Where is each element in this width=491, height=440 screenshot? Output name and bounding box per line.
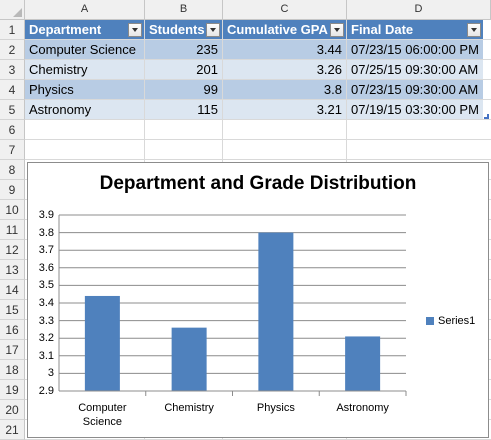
filter-dropdown-icon[interactable] xyxy=(330,23,344,37)
table-cell[interactable]: Astronomy xyxy=(25,100,144,119)
x-tick-label-line: Science xyxy=(82,416,122,428)
table-cell[interactable]: Chemistry xyxy=(25,60,144,79)
gridline xyxy=(25,119,491,120)
filter-dropdown-icon[interactable] xyxy=(467,23,481,37)
row-header-3[interactable]: 3 xyxy=(0,60,25,80)
table-cell[interactable]: Computer Science xyxy=(25,40,144,59)
bar-chemistry[interactable] xyxy=(171,327,207,391)
gridline xyxy=(25,39,491,40)
table-cell[interactable]: 115 xyxy=(145,100,222,119)
table-cell[interactable]: 3.26 xyxy=(223,60,346,79)
x-tick-label: Physics xyxy=(236,401,316,415)
row-header-10[interactable]: 10 xyxy=(0,200,25,220)
table-cell[interactable]: 201 xyxy=(145,60,222,79)
row-header-12[interactable]: 12 xyxy=(0,240,25,260)
row-header-18[interactable]: 18 xyxy=(0,360,25,380)
y-tick-label: 3.1 xyxy=(38,349,54,362)
gridline xyxy=(25,159,491,160)
column-header-c[interactable]: C xyxy=(223,0,347,20)
table-cell[interactable]: 99 xyxy=(145,80,222,99)
table-resize-handle[interactable] xyxy=(484,114,489,119)
x-tick-label: Astronomy xyxy=(323,401,403,415)
table-cell[interactable]: 07/25/15 09:30:00 AM xyxy=(347,60,483,79)
x-tick-label-line: Astronomy xyxy=(336,402,389,414)
table-cell[interactable]: 3.21 xyxy=(223,100,346,119)
y-tick-label: 3.9 xyxy=(38,209,54,221)
x-tick-label-line: Computer xyxy=(78,402,127,414)
y-tick-label: 3.3 xyxy=(38,314,54,327)
y-tick-label: 3.5 xyxy=(38,279,54,292)
row-header-19[interactable]: 19 xyxy=(0,380,25,400)
y-tick-label: 3.8 xyxy=(38,226,54,239)
row-header-8[interactable]: 8 xyxy=(0,160,25,180)
table-cell[interactable]: 07/23/15 06:00:00 PM xyxy=(347,40,483,59)
y-tick-label: 2.9 xyxy=(38,385,54,397)
chart-title: Department and Grade Distribution xyxy=(99,173,417,194)
row-header-11[interactable]: 11 xyxy=(0,220,25,240)
legend-swatch xyxy=(426,317,434,325)
x-tick-label-line: Physics xyxy=(256,402,295,414)
row-header-6[interactable]: 6 xyxy=(0,120,25,140)
y-tick-label: 3.6 xyxy=(38,261,54,274)
row-header-17[interactable]: 17 xyxy=(0,340,25,360)
chart-plot xyxy=(58,214,407,396)
column-header-d[interactable]: D xyxy=(347,0,491,20)
filter-dropdown-icon[interactable] xyxy=(206,23,220,37)
table-cell[interactable]: 07/23/15 09:30:00 AM xyxy=(347,80,483,99)
table-header-cell[interactable]: Students xyxy=(145,20,222,39)
gridline xyxy=(25,99,491,100)
table-cell[interactable]: 07/19/15 03:30:00 PM xyxy=(347,100,483,119)
table-cell[interactable]: 3.44 xyxy=(223,40,346,59)
row-header-15[interactable]: 15 xyxy=(0,300,25,320)
filter-dropdown-icon[interactable] xyxy=(128,23,142,37)
table-header-cell[interactable]: Department xyxy=(25,20,144,39)
y-tick-label: 3 xyxy=(47,367,54,380)
row-header-5[interactable]: 5 xyxy=(0,100,25,120)
table-cell[interactable]: 235 xyxy=(145,40,222,59)
row-header-4[interactable]: 4 xyxy=(0,80,25,100)
chart-legend: Series1 xyxy=(426,315,475,327)
select-all-corner[interactable] xyxy=(0,0,25,20)
gridline xyxy=(25,139,491,140)
gridline xyxy=(25,79,491,80)
bar-computer-science[interactable] xyxy=(84,295,120,391)
row-header-14[interactable]: 14 xyxy=(0,280,25,300)
bar-physics[interactable] xyxy=(258,232,294,391)
column-header-a[interactable]: A xyxy=(25,0,145,20)
bar-astronomy[interactable] xyxy=(345,336,381,391)
row-header-21[interactable]: 21 xyxy=(0,420,25,440)
row-header-20[interactable]: 20 xyxy=(0,400,25,420)
x-tick-label: Computer Science xyxy=(62,401,142,429)
table-cell[interactable]: 3.8 xyxy=(223,80,346,99)
chart[interactable]: Department and Grade Distribution 3.9 3.8… xyxy=(27,162,489,438)
legend-label: Series1 xyxy=(438,315,476,327)
x-tick-label: Chemistry xyxy=(149,401,229,415)
table-header-cell[interactable]: Final Date xyxy=(347,20,483,39)
x-tick-label-line: Chemistry xyxy=(164,402,214,414)
gridline xyxy=(25,59,491,60)
column-header-b[interactable]: B xyxy=(145,0,223,20)
row-header-2[interactable]: 2 xyxy=(0,40,25,60)
row-header-9[interactable]: 9 xyxy=(0,180,25,200)
row-header-16[interactable]: 16 xyxy=(0,320,25,340)
row-header-13[interactable]: 13 xyxy=(0,260,25,280)
y-tick-label: 3.2 xyxy=(38,332,54,345)
row-header-1[interactable]: 1 xyxy=(0,20,25,40)
table-header-cell[interactable]: Cumulative GPA xyxy=(223,20,346,39)
row-header-7[interactable]: 7 xyxy=(0,140,25,160)
table-cell[interactable]: Physics xyxy=(25,80,144,99)
y-tick-label: 3.4 xyxy=(38,297,54,309)
y-tick-label: 3.7 xyxy=(38,244,54,257)
